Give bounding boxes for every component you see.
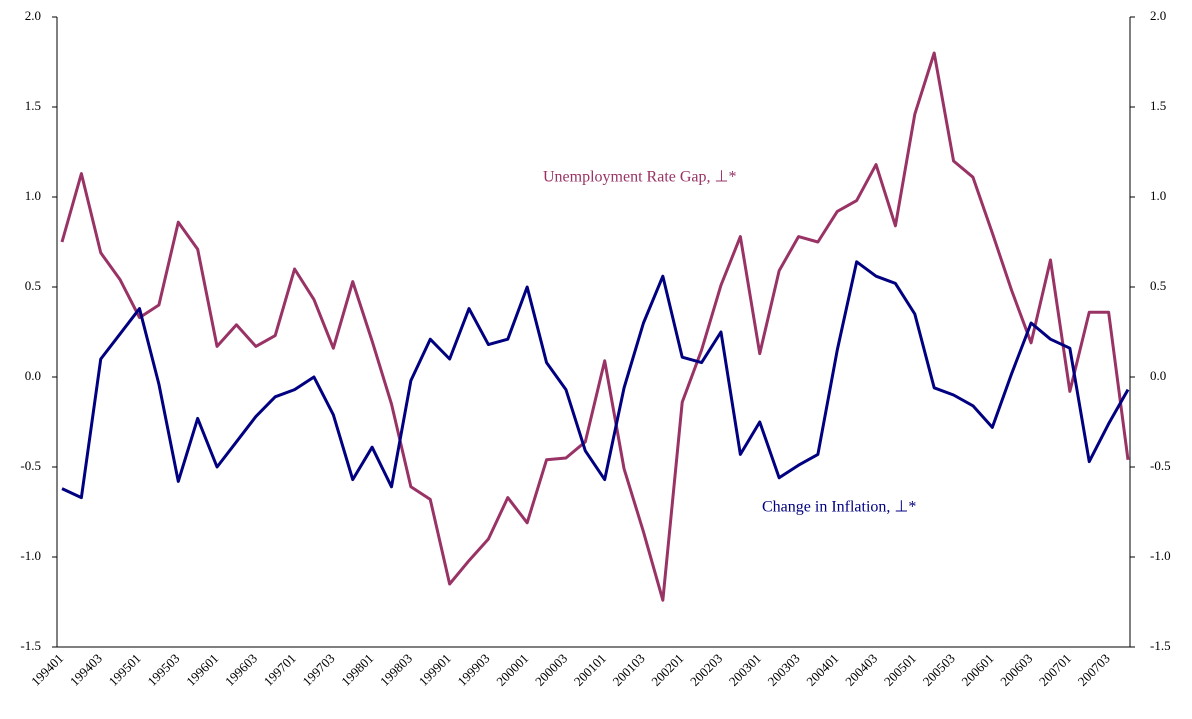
series-line	[60, 51, 1130, 602]
y2-tick-label: 0.0	[1150, 368, 1166, 383]
y2-tick-label: -1.0	[1150, 548, 1171, 563]
y2-tick-label: -0.5	[1150, 458, 1171, 473]
x-tick-label: 199403	[67, 651, 105, 689]
y-tick-label: 1.0	[25, 188, 41, 203]
x-tick-label: 199903	[454, 651, 492, 689]
y-tick-label: 0.0	[25, 368, 41, 383]
x-tick-label: 200401	[803, 651, 841, 689]
x-tick-label: 199601	[183, 651, 221, 689]
y-tick-label: -1.0	[20, 548, 41, 563]
y2-tick-label: 1.5	[1150, 98, 1166, 113]
x-tick-label: 200203	[687, 651, 725, 689]
x-tick-label: 200001	[493, 651, 531, 689]
x-tick-label: 200501	[881, 651, 919, 689]
x-tick-label: 200503	[920, 651, 958, 689]
x-tick-label: 199603	[222, 651, 260, 689]
x-tick-label: 200101	[571, 651, 609, 689]
series-label: Unemployment Rate Gap, ⊥*	[543, 169, 736, 186]
x-tick-label: 199803	[377, 651, 415, 689]
x-tick-label: 200701	[1036, 651, 1074, 689]
y2-tick-label: 2.0	[1150, 8, 1166, 23]
y-tick-label: 0.5	[25, 278, 41, 293]
y-tick-label: -0.5	[20, 458, 41, 473]
x-tick-label: 199503	[144, 651, 182, 689]
x-tick-label: 199701	[261, 651, 299, 689]
y-tick-label: 1.5	[25, 98, 41, 113]
x-tick-label: 200603	[997, 651, 1035, 689]
series-label: Change in Inflation, ⊥*	[762, 499, 916, 516]
x-tick-label: 199501	[106, 651, 144, 689]
series-line	[61, 260, 1130, 500]
x-tick-label: 200703	[1075, 651, 1113, 689]
y2-tick-label: 0.5	[1150, 278, 1166, 293]
y-tick-label: 2.0	[25, 8, 41, 23]
x-tick-label: 200403	[842, 651, 880, 689]
x-tick-label: 199901	[416, 651, 454, 689]
x-tick-label: 199703	[299, 651, 337, 689]
x-tick-label: 200303	[765, 651, 803, 689]
y-tick-label: -1.5	[20, 638, 41, 653]
x-tick-label: 200103	[610, 651, 648, 689]
y2-tick-label: -1.5	[1150, 638, 1171, 653]
x-tick-label: 200601	[958, 651, 996, 689]
x-tick-label: 200003	[532, 651, 570, 689]
x-tick-label: 199801	[338, 651, 376, 689]
y2-tick-label: 1.0	[1150, 188, 1166, 203]
x-tick-label: 200301	[726, 651, 764, 689]
x-tick-label: 200201	[648, 651, 686, 689]
x-tick-label: 199401	[28, 651, 66, 689]
